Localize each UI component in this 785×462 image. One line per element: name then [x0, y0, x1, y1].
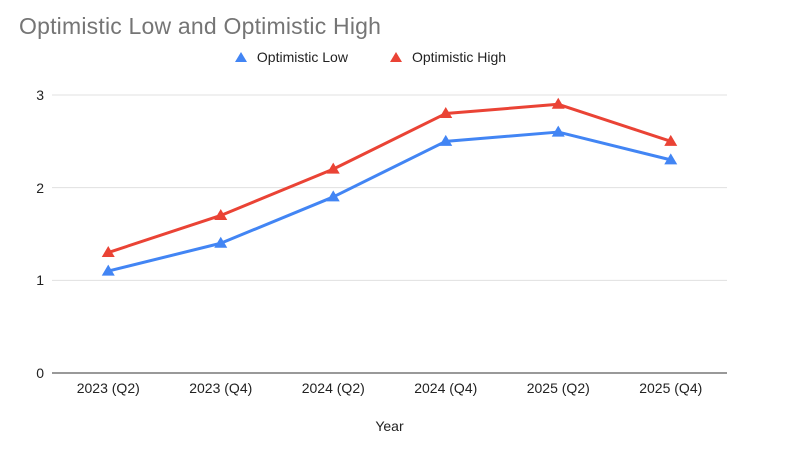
x-tick-label: 2024 (Q2) [301, 380, 365, 396]
triangle-marker-icon [234, 52, 247, 62]
series-line-1 [107, 102, 672, 254]
x-axis-title: Year [375, 418, 404, 434]
y-tick-label: 0 [36, 365, 44, 381]
point-marker [101, 264, 115, 276]
point-marker [326, 190, 340, 202]
chart-title: Optimistic Low and Optimistic High [19, 13, 382, 39]
triangle-marker-icon [389, 52, 402, 62]
x-tick-label: 2023 (Q4) [189, 380, 253, 396]
y-tick-label: 3 [36, 87, 44, 103]
series-line-0 [107, 130, 672, 273]
x-tick-label: 2023 (Q2) [76, 380, 140, 396]
legend-label: Optimistic Low [256, 49, 348, 65]
point-marker [664, 134, 678, 146]
legend-label: Optimistic High [411, 49, 507, 65]
y-tick-label: 1 [36, 272, 44, 289]
chart-legend: Optimistic Low Optimistic High [0, 49, 741, 65]
point-marker [101, 246, 115, 258]
point-marker [214, 236, 228, 248]
x-tick-label: 2025 (Q4) [639, 380, 703, 396]
point-marker [551, 97, 565, 109]
point-marker [664, 153, 678, 165]
point-marker [439, 134, 453, 146]
legend-item-0: Optimistic Low [234, 49, 348, 65]
x-tick-label: 2024 (Q4) [414, 380, 478, 396]
legend-item-1: Optimistic High [389, 49, 507, 65]
point-marker [326, 162, 340, 174]
point-marker [214, 208, 228, 220]
x-tick-label: 2025 (Q2) [526, 380, 590, 396]
point-marker [439, 107, 453, 119]
y-tick-label: 2 [36, 179, 44, 196]
point-marker [551, 125, 565, 137]
